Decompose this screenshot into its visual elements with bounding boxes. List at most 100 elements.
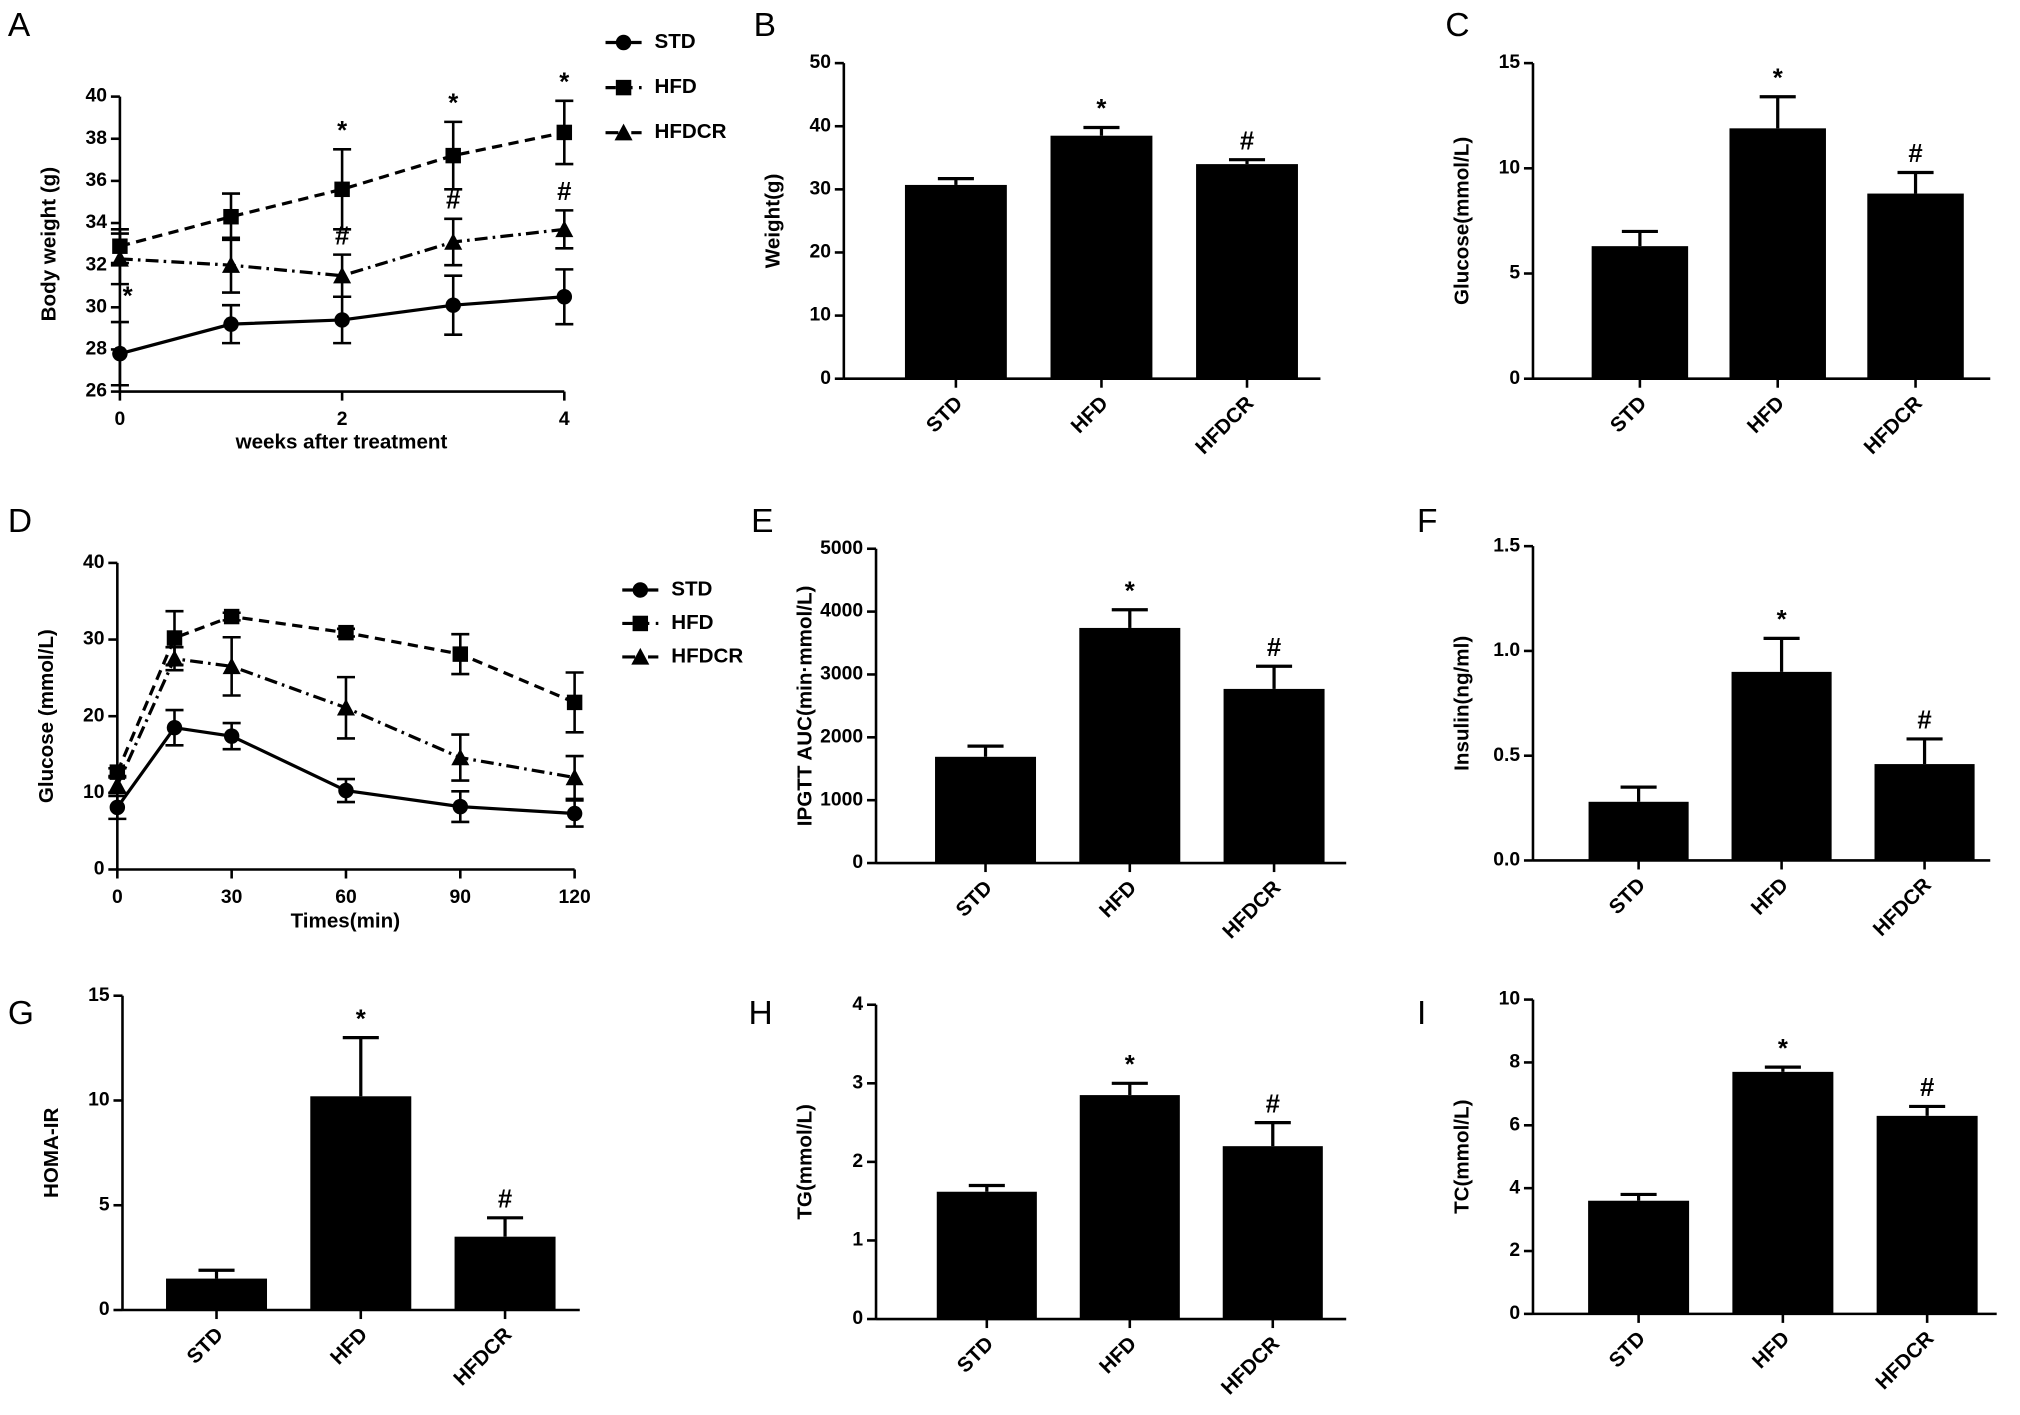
legend-label: HFDCR: [654, 120, 726, 143]
y-axis-title: Glucose(mmol/L): [1451, 137, 1474, 305]
marker: [223, 208, 239, 225]
significance: #: [1240, 127, 1254, 155]
x-tick-label: 60: [335, 887, 356, 908]
y-tick-label: 5000: [820, 538, 863, 559]
y-tick-label: 3: [852, 1072, 863, 1093]
x-tick-label: 120: [558, 887, 590, 908]
legend-marker: [615, 34, 632, 51]
bar: [1867, 193, 1964, 379]
significance: #: [446, 187, 460, 215]
x-tick-label: 2: [337, 409, 348, 430]
marker: [555, 220, 574, 238]
marker: [452, 646, 469, 662]
significance: *: [123, 283, 133, 311]
y-tick-label: 0.0: [1493, 850, 1520, 871]
x-tick-label: STD: [1606, 392, 1651, 437]
bar: [1588, 1200, 1690, 1314]
panel-label: I: [1417, 995, 1426, 1032]
y-tick-label: 1000: [820, 789, 863, 810]
y-tick-label: 4: [1509, 1177, 1520, 1198]
marker: [452, 798, 469, 815]
x-tick-label: HFD: [1095, 1332, 1141, 1378]
marker: [566, 805, 583, 822]
y-tick-label: 38: [86, 128, 108, 149]
legend-marker: [632, 582, 649, 598]
legend-marker: [614, 123, 633, 141]
y-tick-label: 1.5: [1493, 535, 1520, 556]
x-tick-label: STD: [1604, 873, 1649, 918]
y-tick-label: 4000: [820, 601, 863, 622]
significance: *: [1125, 577, 1135, 605]
y-tick-label: 2000: [820, 726, 863, 747]
legend-label: HFD: [671, 611, 713, 634]
marker: [444, 232, 463, 250]
y-axis-title: Insulin(ng/ml): [1451, 636, 1474, 771]
y-tick-label: 20: [83, 705, 104, 726]
y-tick-label: 28: [86, 339, 108, 360]
panel-label: A: [8, 7, 31, 44]
legend-label: STD: [671, 577, 712, 600]
y-tick-label: 20: [809, 242, 830, 263]
y-tick-label: 10: [809, 305, 830, 326]
marker: [221, 256, 241, 273]
bar: [1223, 688, 1325, 864]
y-axis-title: Body weight (g): [38, 167, 61, 321]
panel-label: D: [8, 503, 32, 540]
marker: [334, 181, 350, 198]
bar: [1874, 764, 1975, 861]
y-tick-label: 1.0: [1493, 640, 1520, 661]
bar: [310, 1096, 412, 1311]
y-tick-label: 15: [1499, 52, 1521, 73]
bar: [1731, 671, 1832, 861]
bar: [936, 1191, 1037, 1320]
marker: [223, 316, 239, 332]
bar: [454, 1236, 556, 1311]
x-tick-label: HFD: [1095, 876, 1141, 922]
marker: [336, 698, 355, 716]
y-axis-title: Glucose (mmol/L): [35, 629, 58, 803]
y-tick-label: 40: [86, 86, 107, 107]
marker: [445, 147, 461, 164]
y-tick-label: 10: [1499, 989, 1520, 1010]
y-tick-label: 40: [83, 552, 104, 573]
significance: #: [1908, 140, 1922, 168]
x-tick-label: HFDCR: [1191, 392, 1258, 459]
marker: [338, 782, 354, 799]
bar: [1591, 246, 1689, 379]
significance: *: [559, 69, 569, 97]
x-tick-label: HFDCR: [1860, 392, 1927, 459]
x-tick-label: STD: [922, 392, 967, 437]
x-tick-label: 30: [221, 887, 242, 908]
bar: [1079, 627, 1181, 864]
marker: [445, 297, 461, 313]
x-axis-title: Times(min): [291, 909, 400, 932]
y-tick-label: 1: [852, 1230, 863, 1251]
panel-label: E: [751, 503, 773, 540]
x-tick-label: HFDCR: [1217, 1332, 1284, 1399]
panel-label: F: [1417, 503, 1437, 540]
significance: *: [356, 1005, 366, 1033]
marker: [556, 124, 573, 141]
significance: *: [1125, 1051, 1135, 1079]
series-line: [115, 656, 575, 786]
significance: #: [1917, 707, 1931, 735]
bar: [1050, 135, 1153, 379]
panel-label: G: [8, 995, 34, 1032]
marker: [333, 266, 352, 284]
significance: *: [1096, 95, 1106, 123]
significance: *: [337, 117, 347, 145]
y-axis-title: TG(mmol/L): [794, 1104, 817, 1220]
x-tick-label: HFD: [1743, 392, 1789, 438]
series-line: [116, 725, 575, 816]
marker: [166, 719, 183, 736]
significance: #: [1266, 1090, 1280, 1118]
bar: [1732, 1071, 1834, 1314]
x-tick-label: 90: [450, 887, 471, 908]
panel-label: B: [754, 7, 776, 44]
marker: [556, 289, 573, 305]
y-tick-label: 2: [852, 1151, 863, 1172]
y-tick-label: 0: [852, 852, 863, 873]
y-tick-label: 4: [852, 994, 863, 1015]
legend-marker: [631, 647, 650, 665]
